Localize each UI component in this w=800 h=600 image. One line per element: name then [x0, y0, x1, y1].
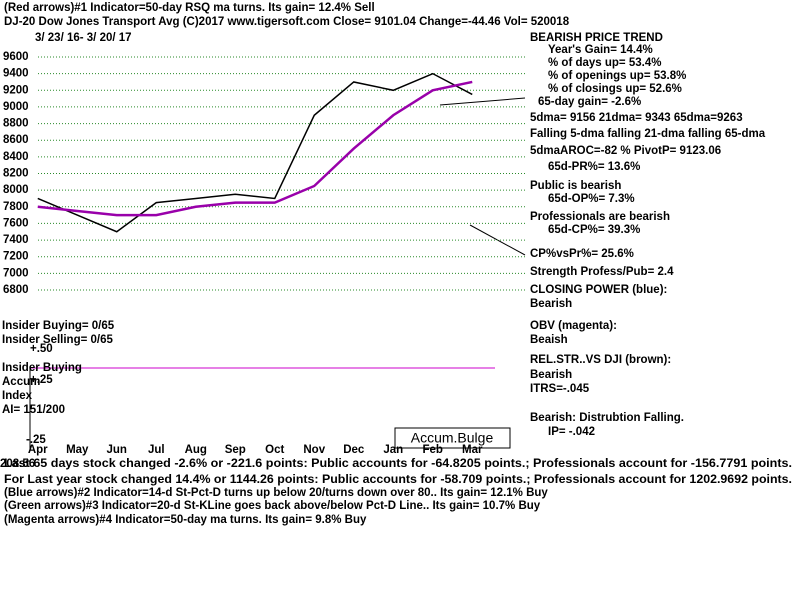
y-tick-label: 7000 [3, 267, 29, 279]
x-tick-label: Aug [185, 444, 207, 456]
stat-text: Bearish: Distrubtion Falling. [530, 412, 684, 424]
chart-subtitle: 3/ 23/ 16- 3/ 20/ 17 [35, 32, 132, 44]
indicator-label: AI= 151/200 [2, 404, 65, 416]
stat-text: Falling 5-dma falling 21-dma falling 65-… [530, 128, 766, 140]
x-tick-label: Dec [343, 444, 365, 456]
stat-text: Bearish [530, 298, 572, 310]
stat-text: OBV (magenta): [530, 320, 617, 332]
x-tick-label: Oct [265, 444, 284, 456]
x-tick-label: Apr [28, 444, 48, 456]
y-tick-label: 8000 [3, 184, 29, 196]
y-tick-label: 8600 [3, 134, 29, 146]
series-line [37, 72, 473, 233]
stat-text: 5dma= 9156 21dma= 9343 65dma=9263 [530, 112, 743, 124]
chart-title: DJ-20 Dow Jones Transport Avg (C)2017 ww… [4, 16, 570, 28]
y-tick-label: 8400 [3, 151, 29, 163]
stat-text: CP%vsPr%= 25.6% [530, 248, 634, 260]
stat-text: 65d-CP%= 39.3% [548, 224, 640, 236]
stat-text: Year's Gain= 14.4% [548, 44, 653, 56]
y-tick-label: 8800 [3, 118, 29, 130]
stat-text: 5dmaAROC=-82 % PivotP= 9123.06 [530, 145, 721, 157]
stat-text: % of openings up= 53.8% [548, 70, 686, 82]
stat-text: 65-day gain= -2.6% [538, 96, 641, 108]
stat-text: IP= -.042 [548, 426, 595, 438]
y-tick-label: 9600 [3, 51, 29, 63]
x-tick-label: Jan [383, 444, 403, 456]
indicator-label: +.50 [30, 343, 53, 355]
stat-text: BEARISH PRICE TREND [530, 32, 663, 44]
footer-text: (Blue arrows)#2 Indicator=14-d St-Pct-D … [4, 487, 548, 499]
stat-text: 65d-OP%= 7.3% [548, 193, 635, 205]
footer-text: (Green arrows)#3 Indicator=20-d St-KLine… [4, 500, 541, 512]
footer-text: (Magenta arrows)#4 Indicator=50-day ma t… [4, 514, 367, 526]
chart-header: (Red arrows)#1 Indicator=50-day RSQ ma t… [4, 2, 375, 14]
stat-text: 65d-PR%= 13.6% [548, 161, 640, 173]
indicator-label: -.25 [26, 434, 46, 446]
y-tick-label: 8200 [3, 168, 29, 180]
stat-text: ITRS=-.045 [530, 383, 590, 395]
indicator-label: +.25 [30, 374, 53, 386]
x-tick-label: Jun [107, 444, 127, 456]
stat-text: REL.STR..VS DJI (brown): [530, 354, 671, 366]
stat-text: Professionals are bearish [530, 211, 670, 223]
stat-text: Strength Profess/Pub= 2.4 [530, 266, 674, 278]
x-tick-label: Nov [303, 444, 325, 456]
x-tick-label: Jul [148, 444, 165, 456]
stat-text: % of closings up= 52.6% [548, 83, 682, 95]
indicator-label: Accum [2, 376, 40, 388]
annotation-box [394, 427, 511, 449]
y-tick-label: 6800 [3, 284, 29, 296]
y-tick-label: 9200 [3, 84, 29, 96]
footer-text: For Last year stock changed 14.4% or 114… [4, 474, 792, 486]
y-tick-label: 7400 [3, 234, 29, 246]
x-tick-label: Sep [225, 444, 246, 456]
x-tick-label: May [66, 444, 89, 456]
indicator-label: Insider Buying [2, 362, 82, 374]
stat-text: % of days up= 53.4% [548, 57, 661, 69]
y-tick-label: 9400 [3, 68, 29, 80]
footer-text: 208.56 [0, 458, 35, 470]
series-line [37, 80, 473, 217]
indicator-label: Insider Selling= 0/65 [2, 334, 113, 346]
stat-text: CLOSING POWER (blue): [530, 284, 667, 296]
y-tick-label: 7800 [3, 201, 29, 213]
pointer-line [439, 97, 526, 106]
indicator-label: Insider Buying= 0/65 [2, 320, 115, 332]
stat-text: Beaish [530, 334, 568, 346]
x-tick-label: Mar [462, 444, 483, 456]
y-tick-label: 7600 [3, 217, 29, 229]
y-tick-label: 7200 [3, 251, 29, 263]
x-tick-label: Feb [423, 444, 443, 456]
stat-text: Bearish [530, 369, 572, 381]
indicator-label: Index [2, 390, 33, 402]
y-tick-label: 9000 [3, 101, 29, 113]
annotation: Accum.Bulge [411, 430, 494, 446]
stat-text: Public is bearish [530, 180, 621, 192]
footer-text: Last 65 days stock changed -2.6% or -221… [4, 458, 792, 470]
